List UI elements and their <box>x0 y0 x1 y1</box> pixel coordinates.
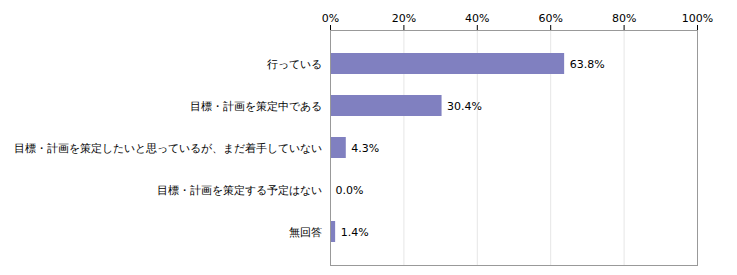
svg-text:無回答: 無回答 <box>289 226 322 239</box>
svg-text:80%: 80% <box>612 12 636 25</box>
svg-text:100%: 100% <box>682 12 713 25</box>
svg-text:40%: 40% <box>465 12 489 25</box>
svg-text:30.4%: 30.4% <box>447 100 482 113</box>
svg-text:0.0%: 0.0% <box>336 184 364 197</box>
svg-text:行っている: 行っている <box>267 58 322 71</box>
svg-text:目標・計画を策定したいと思っているが、まだ着手していない: 目標・計画を策定したいと思っているが、まだ着手していない <box>14 142 322 155</box>
svg-text:目標・計画を策定する予定はない: 目標・計画を策定する予定はない <box>157 184 322 197</box>
svg-text:60%: 60% <box>538 12 562 25</box>
svg-text:63.8%: 63.8% <box>570 58 605 71</box>
svg-text:0%: 0% <box>322 12 339 25</box>
svg-text:20%: 20% <box>392 12 416 25</box>
svg-text:目標・計画を策定中である: 目標・計画を策定中である <box>190 100 322 113</box>
svg-text:4.3%: 4.3% <box>351 142 379 155</box>
svg-text:1.4%: 1.4% <box>341 226 369 239</box>
